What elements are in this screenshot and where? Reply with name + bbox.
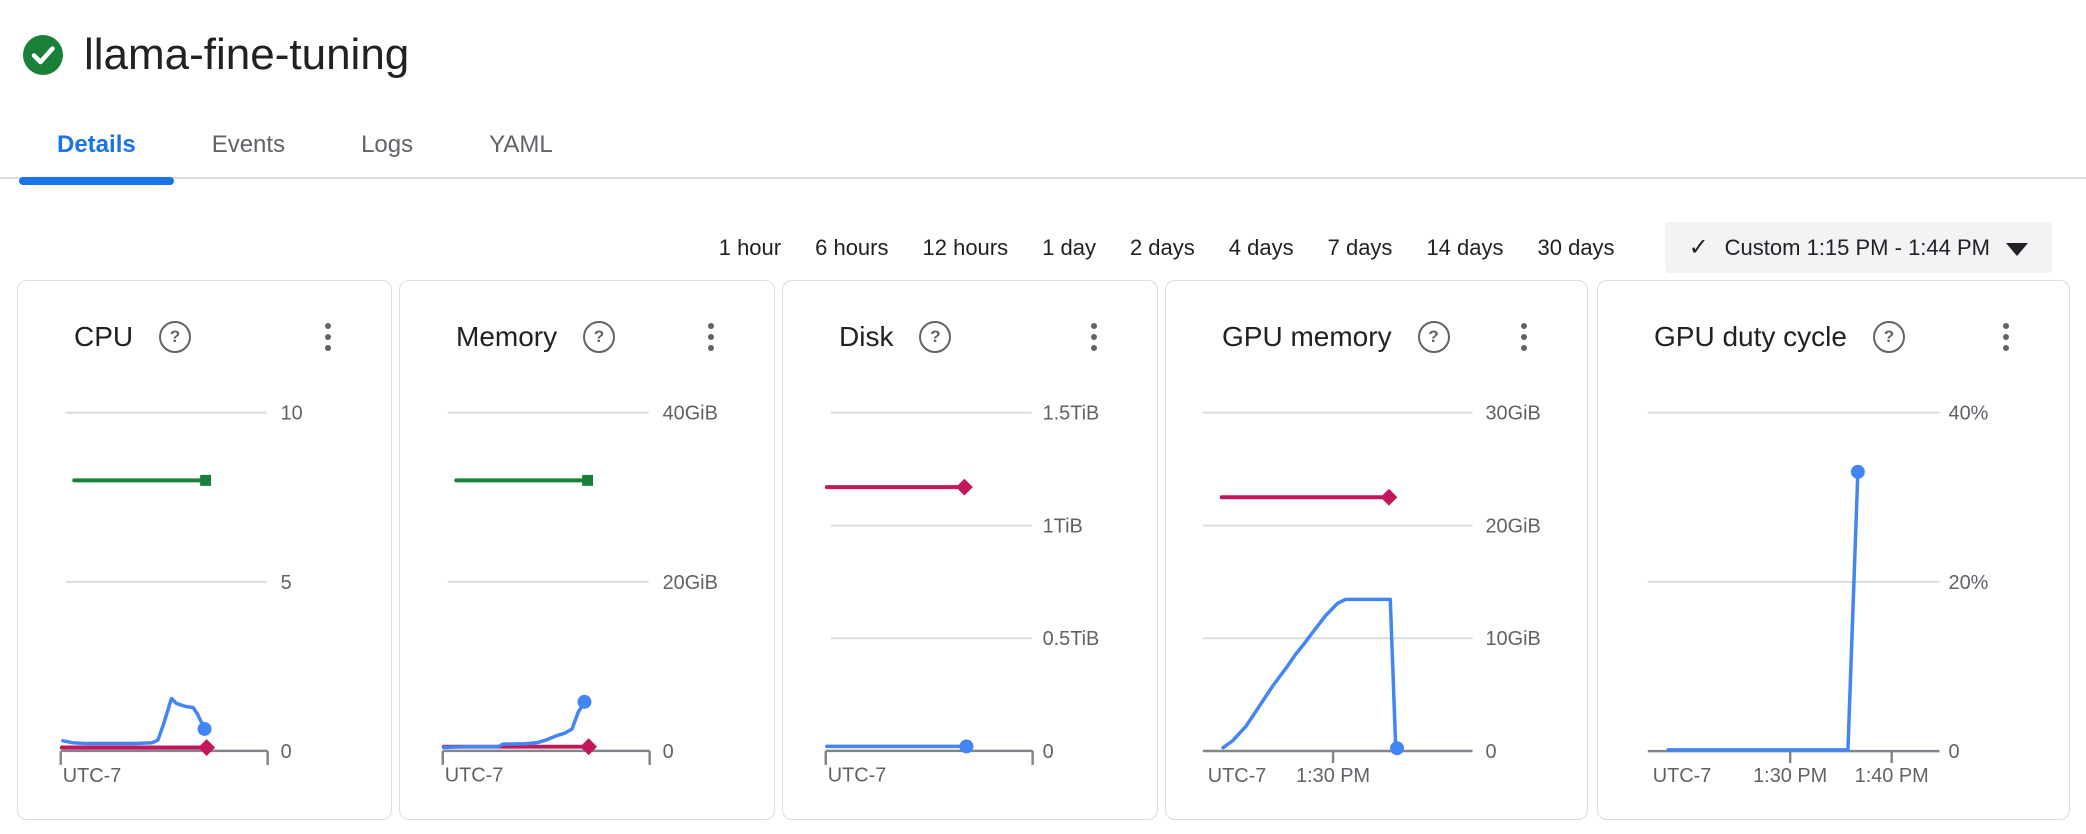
svg-text:0.5TiB: 0.5TiB	[1043, 628, 1100, 650]
tab-yaml[interactable]: YAML	[489, 131, 553, 158]
svg-text:0: 0	[1485, 741, 1496, 763]
disk-chart[interactable]: 1.5TiB 1TiB 0.5TiB 0 UTC-7	[783, 281, 1157, 819]
svg-text:30GiB: 30GiB	[1485, 403, 1540, 425]
chart-card-disk: Disk ? 1.5TiB 1TiB 0.5TiB 0 UTC-7	[782, 280, 1158, 820]
svg-text:40%: 40%	[1949, 403, 1989, 425]
caret-down-icon	[2006, 242, 2028, 256]
card-header: Memory ?	[400, 319, 774, 355]
more-options-icon[interactable]	[1999, 319, 2013, 355]
more-options-icon[interactable]	[1087, 319, 1101, 355]
svg-text:UTC-7: UTC-7	[828, 765, 887, 787]
svg-text:1:30 PM: 1:30 PM	[1296, 765, 1370, 787]
card-title: CPU	[74, 321, 134, 352]
svg-text:0: 0	[663, 741, 674, 763]
card-header: CPU ?	[18, 319, 391, 355]
svg-text:0: 0	[1949, 741, 1960, 763]
card-header: GPU memory ?	[1166, 319, 1587, 355]
svg-text:20GiB: 20GiB	[663, 572, 718, 594]
svg-text:UTC-7: UTC-7	[1653, 765, 1712, 787]
svg-text:1TiB: 1TiB	[1043, 515, 1083, 537]
card-title: GPU duty cycle	[1654, 321, 1847, 352]
time-range-2-days[interactable]: 2 days	[1129, 234, 1195, 260]
svg-text:1:40 PM: 1:40 PM	[1855, 765, 1929, 787]
memory-chart[interactable]: 40GiB 20GiB 0 UTC-7	[400, 281, 774, 819]
chart-card-gpu-duty-cycle: GPU duty cycle ? 40% 20% 0 1:30 PM 1:40 PM UT…	[1597, 280, 2070, 820]
page-header: llama-fine-tuning	[22, 30, 409, 80]
svg-text:5: 5	[281, 572, 292, 594]
status-ok-check-circle-icon	[23, 35, 63, 75]
time-range-1-day[interactable]: 1 day	[1042, 234, 1096, 260]
more-options-icon[interactable]	[321, 319, 335, 355]
svg-text:10GiB: 10GiB	[1485, 628, 1540, 650]
svg-text:UTC-7: UTC-7	[445, 765, 504, 787]
card-title: Disk	[839, 321, 894, 352]
tab-events[interactable]: Events	[211, 131, 286, 158]
card-title: GPU memory	[1222, 321, 1392, 352]
more-options-icon[interactable]	[1517, 319, 1531, 355]
time-range-30-days[interactable]: 30 days	[1537, 234, 1615, 260]
time-range-1-hour[interactable]: 1 hour	[718, 234, 782, 260]
custom-time-range-label: Custom 1:15 PM - 1:44 PM	[1724, 234, 1990, 260]
svg-text:UTC-7: UTC-7	[63, 765, 122, 787]
card-header: Disk ?	[783, 319, 1157, 355]
tab-bar: Details Events Logs YAML	[0, 113, 2086, 185]
chart-card-cpu: CPU ? 10 5 0 UTC-7	[17, 280, 392, 820]
time-range-6-hours[interactable]: 6 hours	[815, 234, 889, 260]
chart-card-gpu-memory: GPU memory ? 30GiB 20GiB 10GiB 0 1:30 PM UTC-…	[1165, 280, 1588, 820]
card-header: GPU duty cycle ?	[1598, 319, 2069, 355]
tab-logs[interactable]: Logs	[361, 131, 414, 158]
help-icon[interactable]: ?	[1417, 321, 1450, 353]
svg-text:1:30 PM: 1:30 PM	[1753, 765, 1827, 787]
svg-text:40GiB: 40GiB	[663, 403, 718, 425]
time-range-14-days[interactable]: 14 days	[1426, 234, 1504, 260]
cpu-chart[interactable]: 10 5 0 UTC-7	[18, 281, 391, 819]
more-options-icon[interactable]	[704, 319, 718, 355]
svg-text:1.5TiB: 1.5TiB	[1043, 403, 1100, 425]
help-icon[interactable]: ?	[159, 321, 192, 353]
card-title: Memory	[456, 321, 558, 352]
chart-card-memory: Memory ? 40GiB 20GiB 0 UTC-7	[399, 280, 775, 820]
tab-details[interactable]: Details	[19, 113, 174, 185]
page-title: llama-fine-tuning	[84, 30, 410, 79]
svg-text:0: 0	[1043, 741, 1054, 763]
svg-text:UTC-7: UTC-7	[1208, 765, 1267, 787]
svg-text:20%: 20%	[1949, 572, 1989, 594]
gpu-duty-cycle-chart[interactable]: 40% 20% 0 1:30 PM 1:40 PM UTC-7	[1598, 281, 2069, 819]
help-icon[interactable]: ?	[1872, 321, 1905, 353]
custom-time-range-button[interactable]: ✓ Custom 1:15 PM - 1:44 PM	[1664, 222, 2052, 273]
svg-text:0: 0	[281, 741, 292, 763]
checkmark-icon: ✓	[1688, 233, 1709, 261]
help-icon[interactable]: ?	[583, 321, 616, 353]
svg-text:20GiB: 20GiB	[1485, 515, 1540, 537]
help-icon[interactable]: ?	[919, 321, 952, 353]
gpu-memory-chart[interactable]: 30GiB 20GiB 10GiB 0 1:30 PM UTC-7	[1166, 281, 1587, 819]
time-range-12-hours[interactable]: 12 hours	[922, 234, 1009, 260]
svg-text:10: 10	[281, 403, 303, 425]
time-range-7-days[interactable]: 7 days	[1327, 234, 1393, 260]
time-range-4-days[interactable]: 4 days	[1228, 234, 1294, 260]
time-range-bar: 1 hour 6 hours 12 hours 1 day 2 days 4 d…	[719, 222, 2052, 273]
